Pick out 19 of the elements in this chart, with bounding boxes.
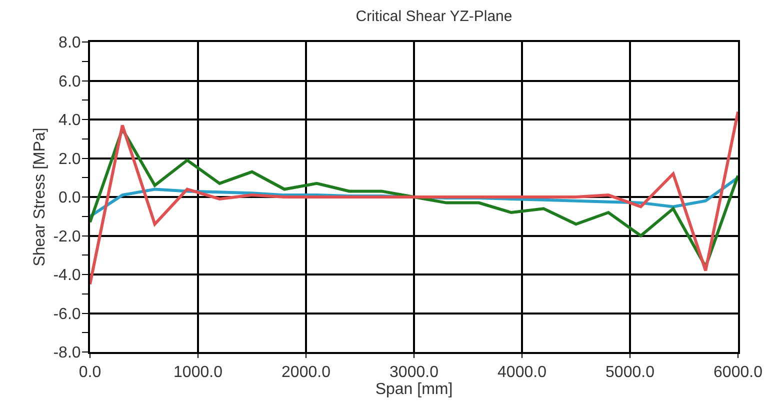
- y-tick-label: 0.0: [58, 190, 81, 207]
- x-tick-label: 0.0: [78, 364, 102, 382]
- x-tick-label: 3000.0: [390, 364, 439, 382]
- x-tick-label: 5000.0: [606, 364, 655, 382]
- x-tick-label: 2000.0: [282, 364, 331, 382]
- chart-title: Critical Shear YZ-Plane: [356, 8, 512, 25]
- y-tick-label: 6.0: [58, 73, 81, 90]
- y-tick-label: -4.0: [53, 267, 81, 284]
- y-tick-label: -8.0: [53, 344, 81, 362]
- y-tick-label: 2.0: [58, 150, 81, 168]
- y-tick-label: -6.0: [53, 306, 81, 323]
- x-tick-label: 1000.0: [174, 364, 223, 382]
- y-tick-label: 4.0: [58, 112, 81, 130]
- x-tick-label: 4000.0: [498, 364, 547, 382]
- x-tick-label: 6000.0: [714, 364, 763, 382]
- y-tick-label: -2.0: [53, 228, 81, 246]
- x-axis-title: Span [mm]: [375, 381, 453, 398]
- y-tick-label: 8.0: [58, 34, 81, 52]
- y-axis-title: Shear Stress [MPa]: [32, 128, 49, 266]
